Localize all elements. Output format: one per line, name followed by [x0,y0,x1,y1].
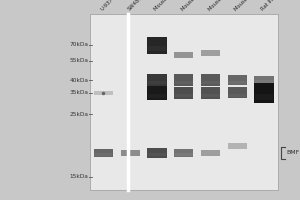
Bar [201,150,220,156]
Bar [228,87,247,98]
Bar [148,81,166,84]
Bar [148,153,166,156]
Bar [254,83,274,103]
Text: SW480: SW480 [127,0,143,12]
Bar [201,74,220,86]
Text: 40kDa: 40kDa [70,77,88,82]
Bar [202,81,220,84]
Bar [174,149,194,157]
Bar [147,74,167,86]
Bar [201,87,220,99]
Text: 15kDa: 15kDa [70,174,88,180]
Bar [228,81,246,84]
Bar [94,91,113,95]
Bar [174,87,194,99]
Bar [121,150,140,156]
Bar [174,52,194,58]
Bar [147,148,167,158]
Bar [90,14,278,190]
Text: Mouse spleen: Mouse spleen [207,0,236,12]
Bar [254,75,274,84]
Bar [94,153,112,156]
Bar [228,143,247,149]
Bar [228,94,246,97]
Bar [201,50,220,56]
Text: Mouse lung: Mouse lung [180,0,205,12]
Bar [175,81,193,84]
Bar [94,149,113,157]
Bar [148,46,166,51]
Text: 35kDa: 35kDa [70,90,88,96]
Text: U-937: U-937 [100,0,115,12]
Bar [148,94,166,98]
Text: BMF: BMF [286,150,300,156]
Text: 70kDa: 70kDa [70,43,88,47]
Bar [175,94,193,97]
Bar [147,86,167,100]
Bar [255,80,273,83]
Text: Rat liver: Rat liver [261,0,280,12]
Text: Mouse ovary: Mouse ovary [234,0,261,12]
Text: 55kDa: 55kDa [70,58,88,64]
Text: 25kDa: 25kDa [70,112,88,116]
Bar [228,75,247,85]
Bar [174,74,194,86]
Text: Mouse liver: Mouse liver [153,0,178,12]
Bar [202,94,220,97]
Bar [255,94,273,100]
Bar [175,153,193,156]
Bar [147,36,167,53]
